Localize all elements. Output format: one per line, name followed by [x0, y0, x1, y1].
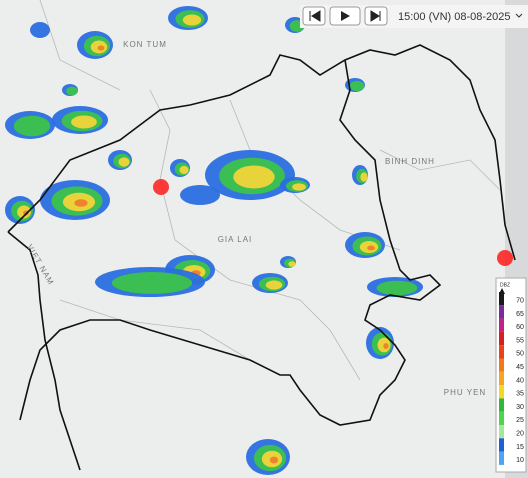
legend-swatch [499, 345, 504, 359]
place-label: PHU YEN [444, 388, 486, 397]
legend-value: 25 [516, 417, 524, 424]
legend-swatch [499, 305, 504, 319]
dropdown-arrow [515, 13, 523, 18]
legend-title: DBZ [500, 282, 510, 288]
legend-swatch [499, 425, 504, 439]
legend-value: 65 [516, 311, 524, 318]
legend-value: 70 [516, 297, 524, 304]
echo [97, 45, 105, 51]
legend-swatch [499, 411, 504, 425]
legend-swatch [499, 358, 504, 372]
echo [179, 165, 189, 175]
echo [269, 456, 279, 464]
echo [265, 280, 283, 290]
legend-value: 35 [516, 391, 524, 398]
echo [288, 261, 296, 267]
echo [13, 115, 51, 137]
legend-value: 50 [516, 351, 524, 358]
legend-swatch [499, 371, 504, 386]
first-icon [309, 10, 321, 22]
echo [376, 280, 418, 296]
legend-swatch [499, 385, 504, 399]
legend-swatch [499, 331, 504, 346]
legend-swatch [499, 438, 504, 452]
legend-value: 45 [516, 364, 524, 371]
echo [30, 22, 50, 38]
play-icon [341, 11, 350, 21]
legend-value: 30 [516, 404, 524, 411]
echo [383, 342, 389, 350]
province-borders [7, 44, 516, 471]
legend-swatch [499, 451, 504, 465]
last-icon [370, 10, 381, 22]
legend-swatch [499, 398, 504, 412]
legend-swatch [499, 318, 504, 332]
legend-value: 40 [516, 377, 524, 384]
echo [182, 14, 202, 26]
legend-value: 15 [516, 444, 524, 451]
city-marker [153, 179, 169, 195]
time-select[interactable]: 15:00 (VN) 08-08-2025 [398, 11, 511, 23]
echo [71, 115, 97, 129]
echo [118, 157, 130, 167]
echo [367, 245, 375, 251]
echo [360, 172, 368, 182]
place-label: GIA LAI [218, 235, 253, 244]
echo [349, 80, 365, 92]
legend-value: 10 [516, 457, 524, 464]
echo [233, 165, 275, 189]
playback-controls: 15:00 (VN) 08-08-2025 [300, 5, 528, 28]
echo [292, 183, 306, 191]
echo [111, 272, 193, 294]
legend-value: 60 [516, 324, 524, 331]
place-label: KON TUM [123, 40, 167, 49]
echo [66, 86, 78, 96]
city-marker [497, 250, 513, 266]
echo [180, 185, 220, 205]
legend-value: 20 [516, 430, 524, 437]
legend: DBZ 70 65 60 55 50 45 40 35 30 25 20 15 10 [495, 277, 527, 473]
echo [74, 199, 88, 207]
place-label: BINH DINH [385, 157, 435, 166]
legend-value: 55 [516, 337, 524, 344]
legend-swatch [499, 292, 504, 306]
